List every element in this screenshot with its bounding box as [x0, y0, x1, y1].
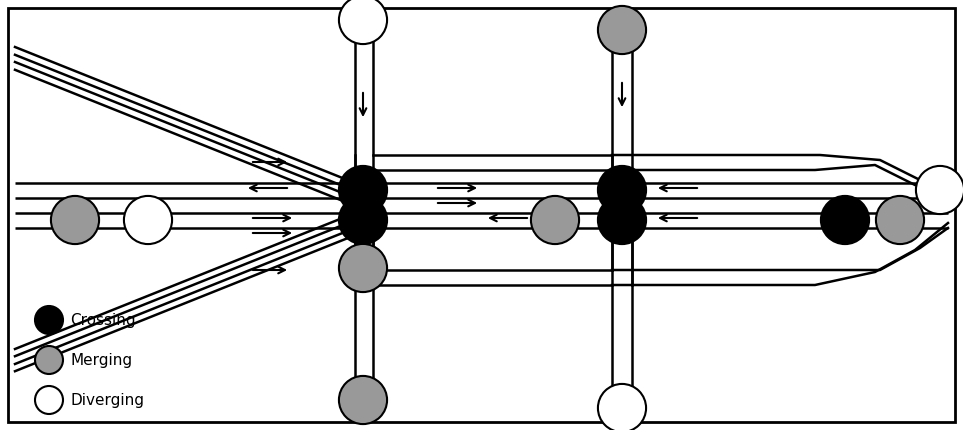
Circle shape: [124, 196, 172, 244]
Circle shape: [531, 196, 579, 244]
Circle shape: [35, 346, 63, 374]
Circle shape: [35, 386, 63, 414]
Circle shape: [339, 244, 387, 292]
Circle shape: [339, 166, 387, 214]
Circle shape: [876, 196, 924, 244]
Circle shape: [820, 196, 869, 244]
Circle shape: [339, 196, 387, 244]
Circle shape: [916, 166, 963, 214]
Circle shape: [35, 306, 63, 334]
Circle shape: [598, 166, 646, 214]
Text: Merging: Merging: [70, 353, 132, 368]
Text: Diverging: Diverging: [70, 393, 144, 408]
Circle shape: [339, 0, 387, 44]
Text: Crossing: Crossing: [70, 313, 136, 328]
Circle shape: [51, 196, 99, 244]
Circle shape: [339, 376, 387, 424]
Circle shape: [598, 384, 646, 430]
Circle shape: [598, 196, 646, 244]
Circle shape: [598, 6, 646, 54]
